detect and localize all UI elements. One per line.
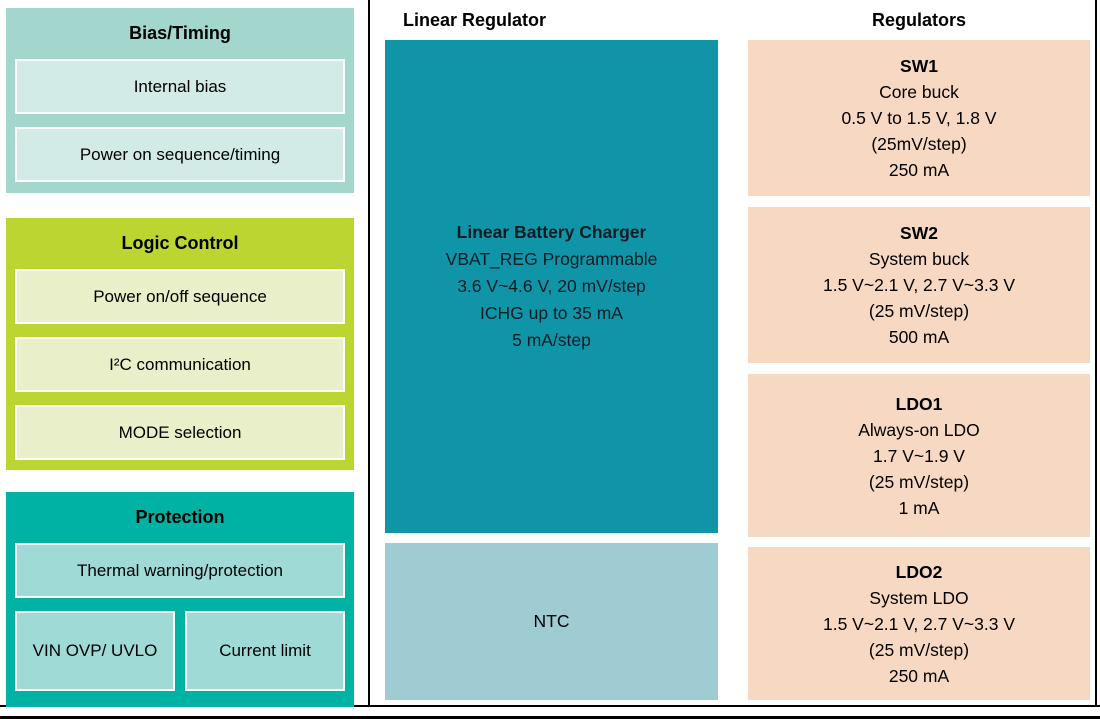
regulator-ldo1-block: LDO1 Always-on LDO 1.7 V~1.9 V (25 mV/st… <box>748 374 1090 537</box>
logic-control-title: Logic Control <box>121 233 239 253</box>
regulator-ldo2-block: LDO2 System LDO 1.5 V~2.1 V, 2.7 V~3.3 V… <box>748 547 1090 700</box>
figure-border-bottom <box>0 716 1100 719</box>
mode-selection-label: MODE selection <box>118 422 242 442</box>
power-on-sequence-timing-label: Power on sequence/timing <box>79 144 281 164</box>
regulator-line: (25 mV/step) <box>868 471 970 492</box>
regulator-line: (25mV/step) <box>871 134 967 154</box>
regulator-line: Always-on LDO <box>858 419 980 440</box>
internal-bias-cell: Internal bias <box>15 59 345 114</box>
regulator-line: 250 mA <box>888 160 950 180</box>
regulator-sw2-block: SW2 System buck 1.5 V~2.1 V, 2.7 V~3.3 V… <box>748 207 1090 363</box>
power-on-sequence-timing-cell: Power on sequence/timing <box>15 127 345 182</box>
logic-control-block: Logic Control Power on/off sequence I²C … <box>6 218 354 470</box>
regulator-sw1-block: SW1 Core buck 0.5 V to 1.5 V, 1.8 V (25m… <box>748 40 1090 196</box>
vin-ovp-uvlo-label: VIN OVP/ UVLO <box>32 641 158 660</box>
charger-line: ICHG up to 35 mA <box>480 303 623 323</box>
thermal-warning-protection-label: Thermal warning/protection <box>77 560 283 580</box>
regulator-line: 500 mA <box>888 327 950 347</box>
regulator-line: 0.5 V to 1.5 V, 1.8 V <box>841 108 997 128</box>
regulator-line: System buck <box>868 249 970 269</box>
thermal-warning-protection-cell: Thermal warning/protection <box>15 543 345 598</box>
regulator-line: System LDO <box>869 587 969 608</box>
power-on-off-sequence-cell: Power on/off sequence <box>15 269 345 324</box>
regulator-name: LDO2 <box>895 561 943 582</box>
regulator-line: (25 mV/step) <box>868 301 970 321</box>
current-limit-cell: Current limit <box>185 611 345 691</box>
regulator-line: 250 mA <box>888 665 950 686</box>
regulators-section-title: Regulators <box>871 10 967 30</box>
chip-border-bottom <box>0 705 1100 707</box>
chip-border-left <box>368 0 370 707</box>
internal-bias-label: Internal bias <box>133 76 227 96</box>
protection-block: Protection Thermal warning/protection VI… <box>6 492 354 707</box>
regulator-line: Core buck <box>879 82 959 102</box>
regulator-line: 1.5 V~2.1 V, 2.7 V~3.3 V <box>822 613 1015 634</box>
charger-line: 3.6 V~4.6 V, 20 mV/step <box>457 276 646 296</box>
ntc-block: NTC <box>385 543 718 700</box>
regulator-line: (25 mV/step) <box>868 639 970 660</box>
charger-line: 5 mA/step <box>512 330 591 350</box>
current-limit-label: Current limit <box>219 641 311 660</box>
regulator-line: 1.7 V~1.9 V <box>873 445 965 466</box>
i2c-communication-label: I²C communication <box>109 354 251 374</box>
protection-split-row: VIN OVP/ UVLO Current limit <box>15 611 345 691</box>
protection-title: Protection <box>135 507 225 527</box>
mode-selection-cell: MODE selection <box>15 405 345 460</box>
linear-battery-charger-block: Linear Battery Charger VBAT_REG Programm… <box>385 40 718 533</box>
bias-timing-block: Bias/Timing Internal bias Power on seque… <box>6 8 354 193</box>
charger-line: VBAT_REG Programmable <box>445 249 658 269</box>
regulator-line: 1.5 V~2.1 V, 2.7 V~3.3 V <box>822 275 1015 295</box>
bias-timing-title: Bias/Timing <box>129 23 231 43</box>
regulator-name: LDO1 <box>895 393 943 414</box>
vin-ovp-uvlo-cell: VIN OVP/ UVLO <box>15 611 175 691</box>
regulator-name: SW2 <box>900 223 938 243</box>
regulator-line: 1 mA <box>898 497 940 518</box>
linear-regulator-section-title: Linear Regulator <box>403 10 547 30</box>
i2c-communication-cell: I²C communication <box>15 337 345 392</box>
chip-border-right <box>1095 0 1097 707</box>
power-on-off-sequence-label: Power on/off sequence <box>93 286 267 306</box>
ntc-label: NTC <box>533 611 570 631</box>
charger-line: Linear Battery Charger <box>456 222 647 242</box>
regulator-name: SW1 <box>900 56 938 76</box>
